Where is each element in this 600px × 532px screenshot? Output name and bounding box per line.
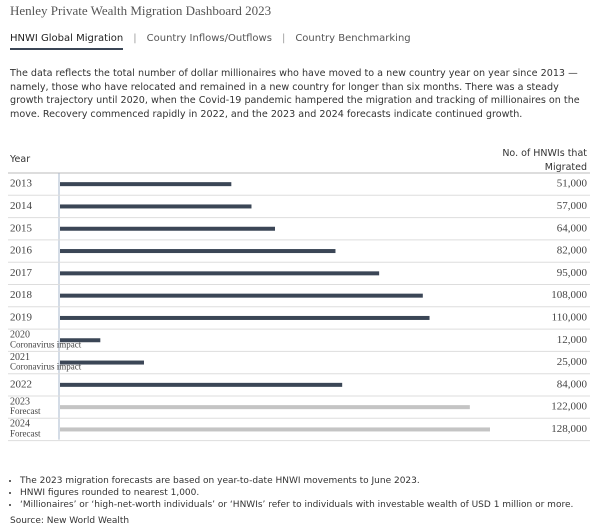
- value-label: 84,000: [557, 378, 588, 390]
- source: Source: New World Wealth: [10, 516, 130, 526]
- category-label: 2014: [10, 200, 33, 212]
- tab-bar: HNWI Global Migration | Country Inflows/Ou…: [10, 33, 411, 50]
- value-label: 57,000: [557, 200, 588, 212]
- category-label: 2020: [10, 330, 30, 341]
- chart: 2013 51,000 2014 57,000 2015 64,000 2016 82,000…: [8, 172, 590, 442]
- note: The 2023 migration forecasts are based o…: [20, 475, 573, 487]
- notes: The 2023 migration forecasts are based o…: [6, 475, 573, 511]
- category-label: 2015: [10, 222, 33, 234]
- category-label: 2016: [10, 245, 33, 257]
- description: The data reflects the total number of do…: [10, 68, 580, 120]
- note: HNWI figures rounded to nearest 1,000.: [20, 487, 573, 499]
- tab[interactable]: Country Inflows/Outflows: [146, 33, 272, 44]
- bar: [60, 271, 380, 276]
- bar: [60, 315, 430, 320]
- bar: [60, 427, 490, 432]
- category-note: Coronavirus impact: [10, 362, 82, 372]
- bar: [60, 226, 275, 231]
- value-label: 25,000: [557, 356, 588, 368]
- bar: [60, 338, 101, 343]
- bar: [60, 293, 423, 298]
- category-label: 2017: [10, 267, 33, 279]
- category-header: Year: [10, 154, 31, 165]
- value-label: 122,000: [551, 401, 587, 413]
- category-label: 2021: [10, 352, 30, 363]
- value-label: 110,000: [552, 311, 588, 323]
- bar: [60, 382, 343, 387]
- value-label: 51,000: [557, 178, 588, 190]
- value-label: 95,000: [557, 267, 588, 279]
- value-label: 108,000: [551, 289, 587, 301]
- note: ‘Millionaires’ or ‘high-net-worth indivi…: [20, 499, 573, 511]
- bar: [60, 182, 232, 187]
- value-label: 64,000: [557, 222, 588, 234]
- bar: [60, 360, 144, 365]
- value-label: 128,000: [551, 423, 587, 435]
- bar: [60, 249, 336, 254]
- tab[interactable]: HNWI Global Migration: [10, 33, 124, 50]
- category-label: 2013: [10, 178, 33, 190]
- category-label: 2019: [10, 311, 33, 323]
- tab-separator: |: [281, 33, 286, 44]
- bar: [60, 405, 470, 410]
- value-label: 12,000: [557, 334, 588, 346]
- category-label: 2022: [10, 378, 32, 390]
- bar: [60, 204, 252, 209]
- dashboard-title: Henley Private Wealth Migration Dashboar…: [10, 3, 272, 18]
- value-label: 82,000: [557, 245, 588, 257]
- category-label: 2018: [10, 289, 33, 301]
- category-label: 2023: [10, 396, 30, 407]
- value-header: No. of HNWIs that Migrated: [502, 148, 587, 173]
- tab-separator: |: [133, 33, 137, 44]
- tab[interactable]: Country Benchmarking: [295, 33, 411, 44]
- category-note: Coronavirus impact: [10, 339, 82, 349]
- category-note: Forecast: [10, 406, 41, 416]
- category-label: 2024: [10, 419, 30, 430]
- category-note: Forecast: [10, 429, 41, 439]
